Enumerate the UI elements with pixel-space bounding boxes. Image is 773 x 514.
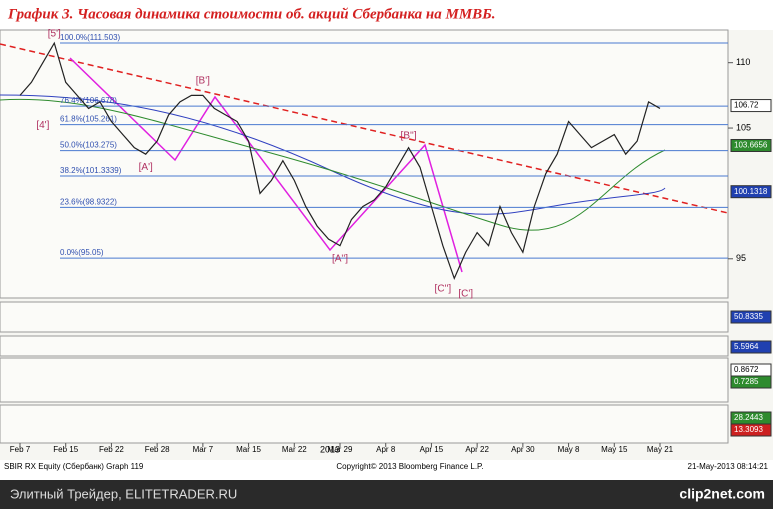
panel-value: 5.5964 [734,342,759,351]
value-label: 106.72 [734,101,759,110]
wave-label: [C'] [458,289,473,300]
x-tick-label: Mar 29 [328,445,353,454]
panel-value: 28.2443 [734,413,763,422]
y-tick-label: 110 [736,57,750,67]
x-tick-label: May 21 [647,445,674,454]
wave-label: [A''] [332,253,348,264]
footer-center: Copyright© 2013 Bloomberg Finance L.P. [336,462,483,471]
x-tick-label: Feb 22 [99,445,124,454]
value-box [730,185,772,199]
moving-average [0,98,666,231]
x-tick-label: Apr 30 [511,445,535,454]
panel-value-box [730,375,772,389]
fib-label: 76.4%(106.678) [60,96,117,105]
value-label: 103.6656 [734,141,768,150]
main-panel [0,29,729,299]
value-box [730,138,772,152]
fib-label: 50.0%(103.275) [60,141,117,150]
x-tick-label: May 8 [558,445,580,454]
brand-right: clip2net.com [679,486,765,502]
panel-value-box [730,310,772,324]
x-tick-label: Apr 22 [465,445,489,454]
panel-value: 0.7285 [734,377,759,386]
wave-label: [C''] [435,283,452,294]
x-tick-label: Apr 8 [376,445,396,454]
wave-label: [B''] [401,131,417,142]
panel-value-box [730,423,772,437]
moving-average [0,94,666,215]
wave-label: [4'] [36,120,49,131]
x-tick-label: Apr 15 [420,445,444,454]
price-line [19,41,661,281]
y-tick-label: 95 [736,253,746,263]
panel-value-box [730,340,772,354]
panel [0,404,729,444]
year-label: 2013 [320,444,340,454]
x-tick-label: Mar 7 [193,445,214,454]
y-tick-label: 105 [736,122,751,132]
brand-bar [0,480,773,509]
fib-label: 38.2%(101.3339) [60,166,122,175]
panel-value: 13.3093 [734,425,763,434]
x-tick-label: Feb 28 [145,445,170,454]
panel-value: 0.8672 [734,365,759,374]
wave-label: [B'] [196,76,210,87]
x-tick-label: Feb 15 [53,445,78,454]
footer-right: 21-May-2013 08:14:21 [688,462,769,471]
panel [0,335,729,357]
wave-label: [A'] [139,162,153,173]
wave-label: [5'] [48,29,61,40]
chart-title: График 3. Часовая динамика стоимости об.… [7,6,495,22]
x-tick-label: Feb 7 [10,445,31,454]
value-box [730,99,772,113]
x-tick-label: May 15 [601,445,628,454]
fib-label: 23.6%(98.9322) [60,197,117,206]
fib-label: 0.0%(95.05) [60,248,104,257]
fib-label: 61.8%(105.261) [60,115,117,124]
x-tick-label: Mar 15 [236,445,261,454]
panel [0,301,729,333]
brand-left: Элитный Трейдер, ELITETRADER.RU [10,486,237,501]
fib-label: 100.0%(111.503) [60,33,121,42]
x-tick-label: Mar 22 [282,445,307,454]
panel-value: 50.8335 [734,312,763,321]
panel [0,357,729,403]
value-label: 100.1318 [734,187,768,196]
wave-line [69,57,463,273]
trend-line [0,43,729,214]
footer-left: SBIR RX Equity (Сбербанк) Graph 119 [4,462,144,471]
